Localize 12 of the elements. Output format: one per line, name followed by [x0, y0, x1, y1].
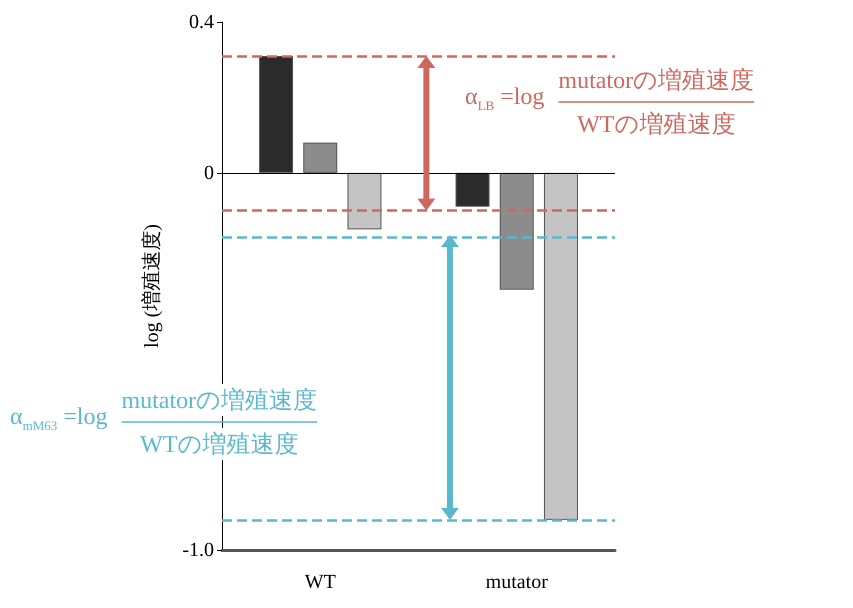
y-tick-label: 0.4 — [189, 11, 214, 33]
x-tick-label: WT — [304, 571, 336, 593]
y-axis-title: log (増殖速度) — [140, 224, 163, 348]
annotation: WTの増殖速度 — [577, 108, 736, 140]
y-tick-label: 0 — [204, 162, 214, 184]
y-tick-label: -1.0 — [182, 539, 214, 561]
annotation: mutatorの増殖速度 — [558, 64, 754, 96]
x-tick-label: mutator — [486, 571, 548, 593]
annotation: WTの増殖速度 — [140, 428, 298, 460]
annotation: mutatorの増殖速度 — [121, 384, 318, 416]
annotation: α$_{LB}$ =log — [465, 84, 544, 114]
text: α$_{mM63}$ =log — [10, 404, 108, 434]
